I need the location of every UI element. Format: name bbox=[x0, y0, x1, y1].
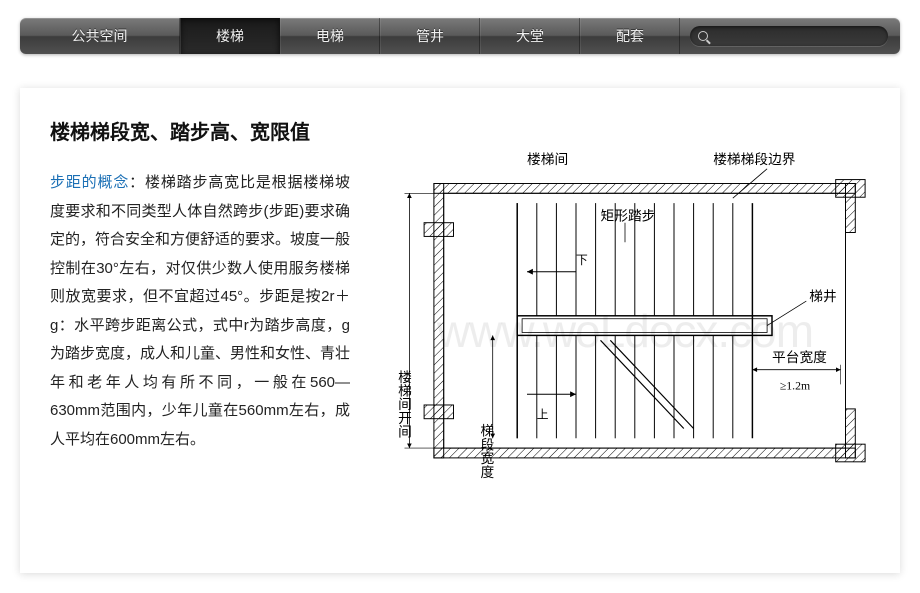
text-column: 楼梯梯段宽、踏步高、宽限值 步距的概念：楼梯踏步高宽比是根据楼梯坡度要求和不同类… bbox=[50, 116, 350, 545]
label-stair-well: 梯井 bbox=[809, 289, 836, 304]
nav-search-area bbox=[680, 18, 898, 54]
body-paragraph: 步距的概念：楼梯踏步高宽比是根据楼梯坡度要求和不同类型人体自然跨步(步距)要求确… bbox=[50, 169, 350, 454]
content-panel: 楼梯梯段宽、踏步高、宽限值 步距的概念：楼梯踏步高宽比是根据楼梯坡度要求和不同类… bbox=[20, 88, 900, 573]
nav-label: 公共空间 bbox=[72, 26, 128, 46]
nav-bar: 公共空间 楼梯 电梯 管井 大堂 配套 bbox=[20, 18, 900, 54]
body-text: ：楼梯踏步高宽比是根据楼梯坡度要求和不同类型人体自然跨步(步距)要求确定的，符合… bbox=[50, 174, 350, 448]
nav-item-lobby[interactable]: 大堂 bbox=[480, 18, 580, 54]
label-flight-width: 梯段宽度 bbox=[478, 424, 494, 479]
label-stairwell: 楼梯间 bbox=[527, 152, 568, 167]
label-platform-width: 平台宽度 bbox=[772, 349, 827, 365]
search-input[interactable] bbox=[690, 26, 888, 46]
page-title: 楼梯梯段宽、踏步高、宽限值 bbox=[50, 116, 350, 145]
nav-item-elevator[interactable]: 电梯 bbox=[280, 18, 380, 54]
nav-label: 楼梯 bbox=[216, 26, 244, 46]
label-clear-width: 楼梯间开间 bbox=[396, 370, 412, 439]
label-down: 下 bbox=[576, 254, 588, 267]
nav-item-stairs[interactable]: 楼梯 bbox=[180, 18, 280, 54]
nav-label: 管井 bbox=[416, 26, 444, 46]
label-up: 上 bbox=[537, 409, 549, 422]
search-icon bbox=[698, 31, 708, 41]
nav-label: 配套 bbox=[616, 26, 644, 46]
label-platform-min: ≥1.2m bbox=[780, 379, 810, 392]
label-flight-boundary: 楼梯梯段边界 bbox=[713, 152, 796, 167]
stair-diagram: 楼梯间 楼梯梯段边界 矩形踏步 下 上 梯井 平台宽度 ≥1.2m 楼梯间开间 … bbox=[380, 116, 870, 545]
nav-label: 大堂 bbox=[516, 26, 544, 46]
nav-item-public-space[interactable]: 公共空间 bbox=[20, 18, 180, 54]
nav-item-auxiliary[interactable]: 配套 bbox=[580, 18, 680, 54]
label-rect-step: 矩形踏步 bbox=[601, 209, 656, 224]
concept-label: 步距的概念 bbox=[50, 174, 129, 191]
diagram-column: www.woLdocx.com bbox=[380, 116, 870, 545]
nav-item-shaft[interactable]: 管井 bbox=[380, 18, 480, 54]
nav-label: 电梯 bbox=[316, 26, 344, 46]
